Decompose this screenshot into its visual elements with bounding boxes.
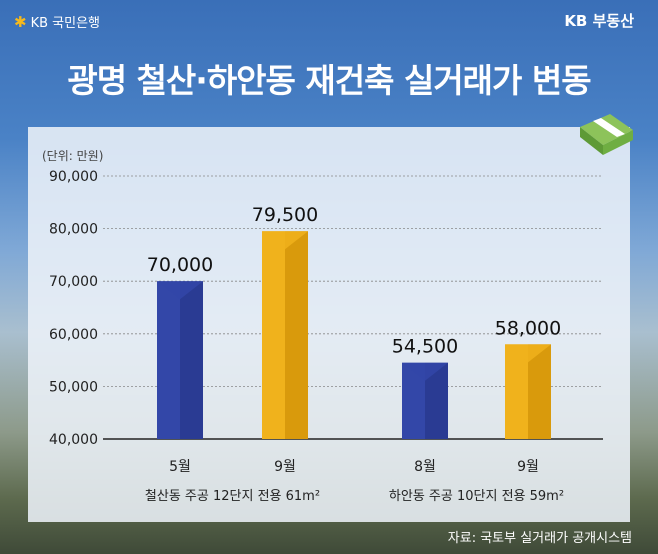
x-tick-label: 9월 (517, 459, 539, 475)
y-tick-label: 80,000 (49, 222, 98, 238)
data-label: 70,000 (147, 254, 213, 276)
x-tick-label: 9월 (274, 459, 296, 475)
data-label: 58,000 (495, 317, 561, 339)
bar (402, 362, 425, 439)
money-stack-icon (580, 114, 633, 155)
chart-panel (28, 127, 630, 522)
brand-label: KB 부동산 (564, 12, 634, 30)
bar-shade (180, 281, 203, 439)
kb-star-icon: ✱ (14, 12, 27, 31)
kb-bank-logo: ✱ KB 국민은행 (14, 12, 100, 32)
data-label: 79,500 (252, 204, 318, 226)
source-note: 자료: 국토부 실거래가 공개시스템 (447, 531, 632, 546)
bar-cap (262, 231, 308, 250)
bar (505, 344, 528, 439)
y-tick-label: 40,000 (49, 432, 98, 448)
group-label: 하안동 주공 10단지 전용 59m² (389, 489, 564, 504)
y-tick-label: 60,000 (49, 327, 98, 343)
bar-shade (528, 344, 551, 439)
bar-shade (285, 231, 308, 439)
bank-logo-text: KB 국민은행 (30, 16, 100, 31)
y-tick-label: 70,000 (49, 274, 98, 290)
y-tick-label: 90,000 (49, 169, 98, 185)
bar-cap (157, 281, 203, 300)
x-tick-label: 8월 (414, 459, 436, 475)
bar-cap (505, 344, 551, 363)
y-tick-label: 50,000 (49, 379, 98, 395)
page-title: 광명 철산·하안동 재건축 실거래가 변동 (67, 61, 591, 100)
bar (157, 281, 180, 439)
bar (262, 231, 285, 439)
data-label: 54,500 (392, 336, 458, 358)
unit-label: (단위: 만원) (42, 149, 103, 163)
bar-shade (425, 362, 448, 439)
group-label: 철산동 주공 12단지 전용 61m² (145, 489, 320, 504)
bar-cap (402, 362, 448, 381)
x-tick-label: 5월 (169, 459, 191, 475)
